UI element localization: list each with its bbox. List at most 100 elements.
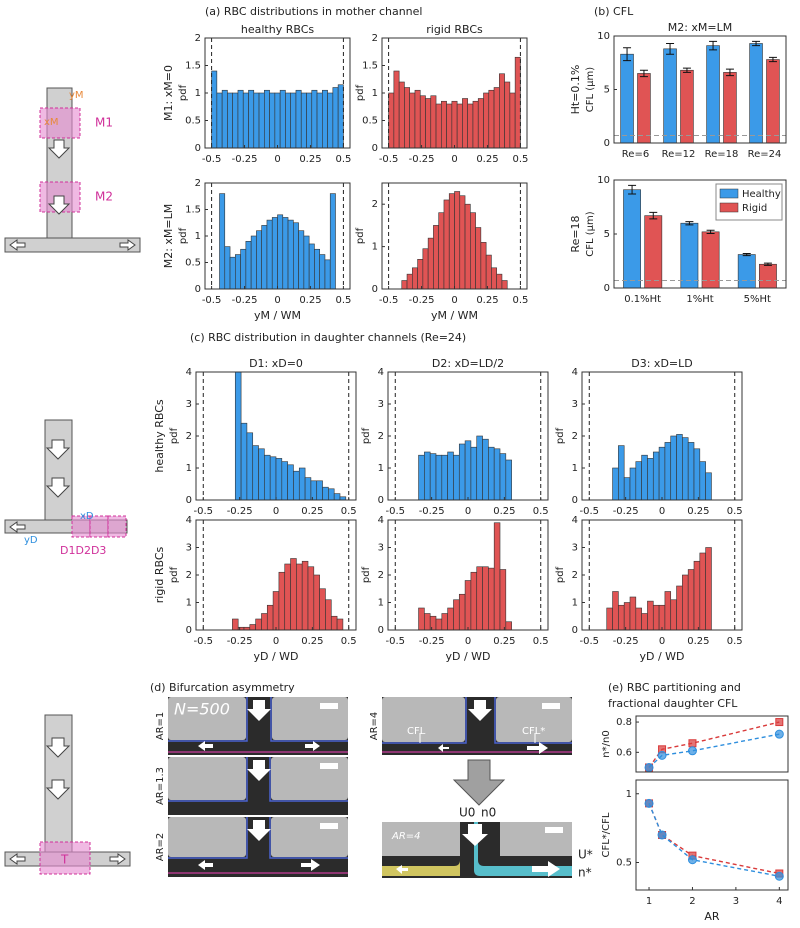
micrograph	[168, 757, 348, 815]
y-tick-label: 3	[186, 543, 192, 554]
histogram-bar	[274, 92, 281, 149]
micrograph-label: n0	[481, 806, 496, 820]
y-tick-label: 0.5	[616, 858, 632, 869]
y-tick-label: 2	[372, 199, 378, 210]
histogram-bar	[401, 280, 408, 290]
legend-label: Healthy	[742, 189, 781, 200]
x-tick-label: 0.25	[476, 295, 498, 306]
y-tick-label: 2	[186, 431, 192, 442]
histogram-bar	[266, 219, 273, 290]
y-axis-label: pdf	[355, 227, 366, 244]
y-tick-label: 3	[378, 399, 384, 410]
histogram-bar	[676, 585, 683, 631]
histogram-bar	[453, 599, 460, 631]
chart-title: D1: xD=0	[249, 357, 303, 370]
row-label: healthy RBCs	[153, 399, 166, 473]
x-tick-label: -0.25	[419, 636, 445, 647]
panel-heading: (d) Bifurcation asymmetry	[150, 681, 295, 694]
x-axis-label: yM / WM	[254, 309, 301, 322]
x-tick-label: 0.25	[493, 636, 515, 647]
y-tick-label: 1	[572, 463, 578, 474]
histogram-bar	[248, 89, 255, 149]
histogram-bar	[456, 103, 463, 149]
y-tick-label: 1	[626, 789, 632, 800]
x-tick-label: -0.25	[227, 636, 253, 647]
histogram-bar	[277, 214, 284, 290]
y-tick-label: 1	[195, 88, 201, 99]
y-tick-label: 0.6	[616, 747, 632, 758]
micrograph	[168, 817, 348, 877]
line	[648, 721, 780, 768]
x-tick-label: 0	[273, 506, 279, 517]
histogram-bar	[240, 422, 248, 501]
y-tick-label: 1	[195, 231, 201, 242]
histogram-bar	[322, 89, 328, 149]
x-tick-label: -0.25	[409, 154, 435, 165]
histogram-bar	[470, 212, 476, 290]
diagram-label: yM	[69, 90, 84, 101]
histogram-bar	[658, 604, 666, 631]
y-tick-label: 0	[572, 495, 578, 506]
y-tick-label: 0	[372, 143, 378, 154]
histogram-bar	[269, 92, 276, 149]
x-tick-label: 0.25	[301, 636, 323, 647]
marker	[657, 830, 667, 840]
error-bar	[763, 262, 772, 266]
histogram-bar	[652, 451, 660, 501]
histogram-bar	[264, 454, 271, 501]
y-tick-label: 0.5	[362, 116, 378, 127]
histogram-bar	[264, 89, 270, 149]
micrographs: N=500	[155, 697, 593, 880]
diagram-bifurcation: T	[4, 714, 131, 875]
ar-label: AR=4	[369, 712, 380, 741]
histogram-bar	[319, 254, 326, 290]
histogram-bar	[501, 280, 508, 290]
marker	[644, 762, 654, 772]
y-tick-label: 4	[378, 367, 384, 378]
histogram-bar	[435, 618, 443, 631]
histogram-bar	[308, 243, 315, 290]
error-bar	[685, 221, 694, 226]
bar	[759, 263, 777, 289]
x-tick-label: -0.5	[202, 154, 222, 165]
x-tick-label: 0.25	[493, 506, 515, 517]
histogram-bar	[464, 580, 472, 631]
diagram-label: xD	[80, 511, 94, 522]
panel-heading: (b) CFL	[594, 5, 634, 18]
histogram-bar	[488, 567, 495, 631]
x-tick-label: 0.25	[301, 506, 323, 517]
y-tick-label: 0	[186, 495, 192, 506]
histogram-bar	[418, 454, 425, 501]
error-bar	[742, 252, 751, 257]
histogram-bar	[234, 371, 242, 501]
line	[648, 803, 780, 877]
histogram-bar	[664, 591, 672, 631]
bar	[749, 43, 763, 144]
histogram-bar	[258, 448, 265, 501]
histogram-bar	[261, 613, 268, 631]
diagram-label: D1D2D3	[60, 544, 106, 557]
histogram-bar	[266, 604, 274, 631]
bar	[663, 48, 677, 144]
error-bar	[725, 68, 734, 77]
histogram-bar	[482, 438, 489, 501]
histogram-bar	[514, 56, 521, 149]
x-tick-label: 0.25	[687, 636, 709, 647]
histogram-bar	[409, 92, 416, 149]
error-bar	[649, 211, 658, 220]
histogram-bar	[314, 248, 320, 290]
y-axis-label: pdf	[178, 84, 189, 101]
histogram-bar	[258, 92, 265, 149]
histogram-bar	[322, 486, 329, 501]
histogram-bar	[682, 437, 689, 501]
y-tick-label: 2	[572, 431, 578, 442]
bar	[723, 72, 737, 144]
histogram-bar	[417, 259, 424, 290]
bar	[766, 59, 780, 144]
histogram-bar	[505, 621, 512, 631]
x-tick-label: Re=18	[705, 149, 739, 160]
y-tick-label: 2	[572, 570, 578, 581]
histogram-bar	[424, 613, 431, 631]
x-tick-label: 0.25	[687, 506, 709, 517]
histogram-bar	[281, 461, 288, 501]
